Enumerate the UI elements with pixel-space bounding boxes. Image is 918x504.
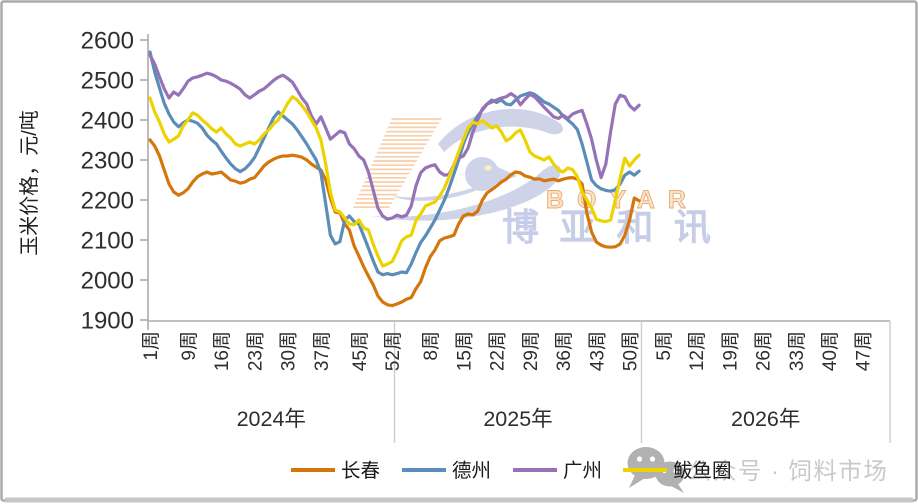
y-tick-label: 2000 <box>81 268 134 295</box>
y-tick-label: 2100 <box>81 228 134 255</box>
x-tick-label: 43周 <box>587 331 608 371</box>
legend-item-dezhou: 德州 <box>402 460 491 482</box>
watermark-text-cn: 博 亚 和 讯 <box>502 207 716 248</box>
footer-watermark-text: 公众号 · 饲料市场 <box>688 458 888 484</box>
bird-eye <box>484 165 492 171</box>
x-tick-label: 29周 <box>521 331 542 371</box>
x-tick-label: 9周 <box>179 331 200 361</box>
year-label: 2024年 <box>237 407 306 431</box>
y-tick-label: 2400 <box>81 108 134 135</box>
x-tick-label: 1周 <box>141 331 162 361</box>
legend-item-bayuquan: 鲅鱼圈 <box>623 460 732 482</box>
y-tick-label: 2200 <box>81 188 134 215</box>
x-tick-label: 45周 <box>350 331 371 371</box>
x-tick-label: 5周 <box>654 331 675 361</box>
x-tick-label: 47周 <box>853 331 874 371</box>
y-axis-title: 玉米价格，元/吨 <box>18 110 41 256</box>
x-tick-label: 36周 <box>554 331 575 371</box>
series-line-guangzhou <box>148 53 641 221</box>
x-tick-label: 30周 <box>279 331 300 371</box>
y-tick-label: 2600 <box>81 28 134 55</box>
legend-label: 鲅鱼圈 <box>673 460 732 482</box>
x-tick-label: 15周 <box>454 331 475 371</box>
boyar-watermark: BOYAR 博 亚 和 讯 <box>352 108 716 248</box>
x-tick-label: 50周 <box>621 331 642 371</box>
x-tick-label: 8周 <box>421 331 442 361</box>
watermark-hatch <box>352 118 442 209</box>
x-tick-label: 19周 <box>720 331 741 371</box>
year-label: 2026年 <box>731 407 800 431</box>
y-tick-label: 2300 <box>81 148 134 175</box>
legend-item-changchun: 长春 <box>291 460 380 482</box>
axes: 2600 2500 2400 2300 2200 2100 2000 1900 2024年 1周 9… <box>81 28 891 443</box>
watermark-bird-icon <box>372 108 563 221</box>
x-tick-label: 23周 <box>246 331 267 371</box>
y-tick-label: 2500 <box>81 68 134 95</box>
x-tick-label: 37周 <box>312 331 333 371</box>
x-tick-label: 40周 <box>820 331 841 371</box>
x-tick-label: 16周 <box>212 331 233 371</box>
legend-label: 长春 <box>341 460 380 482</box>
x-tick-label: 52周 <box>383 331 404 371</box>
series-line-changchun <box>148 138 641 308</box>
legend: 长春 德州 广州 鲅鱼圈 <box>291 460 732 482</box>
year-label: 2025年 <box>483 407 552 431</box>
x-tick-label: 26周 <box>754 331 775 371</box>
legend-label: 德州 <box>452 460 491 482</box>
legend-item-guangzhou: 广州 <box>513 460 602 482</box>
x-tick-label: 12周 <box>687 331 708 371</box>
series-line-dezhou <box>148 50 641 277</box>
x-tick-label: 33周 <box>787 331 808 371</box>
series-line-bayuquan <box>148 95 641 268</box>
y-tick-label: 1900 <box>81 308 134 335</box>
x-tick-label: 22周 <box>488 331 509 371</box>
series-lines <box>148 50 641 308</box>
legend-label: 广州 <box>563 460 602 482</box>
